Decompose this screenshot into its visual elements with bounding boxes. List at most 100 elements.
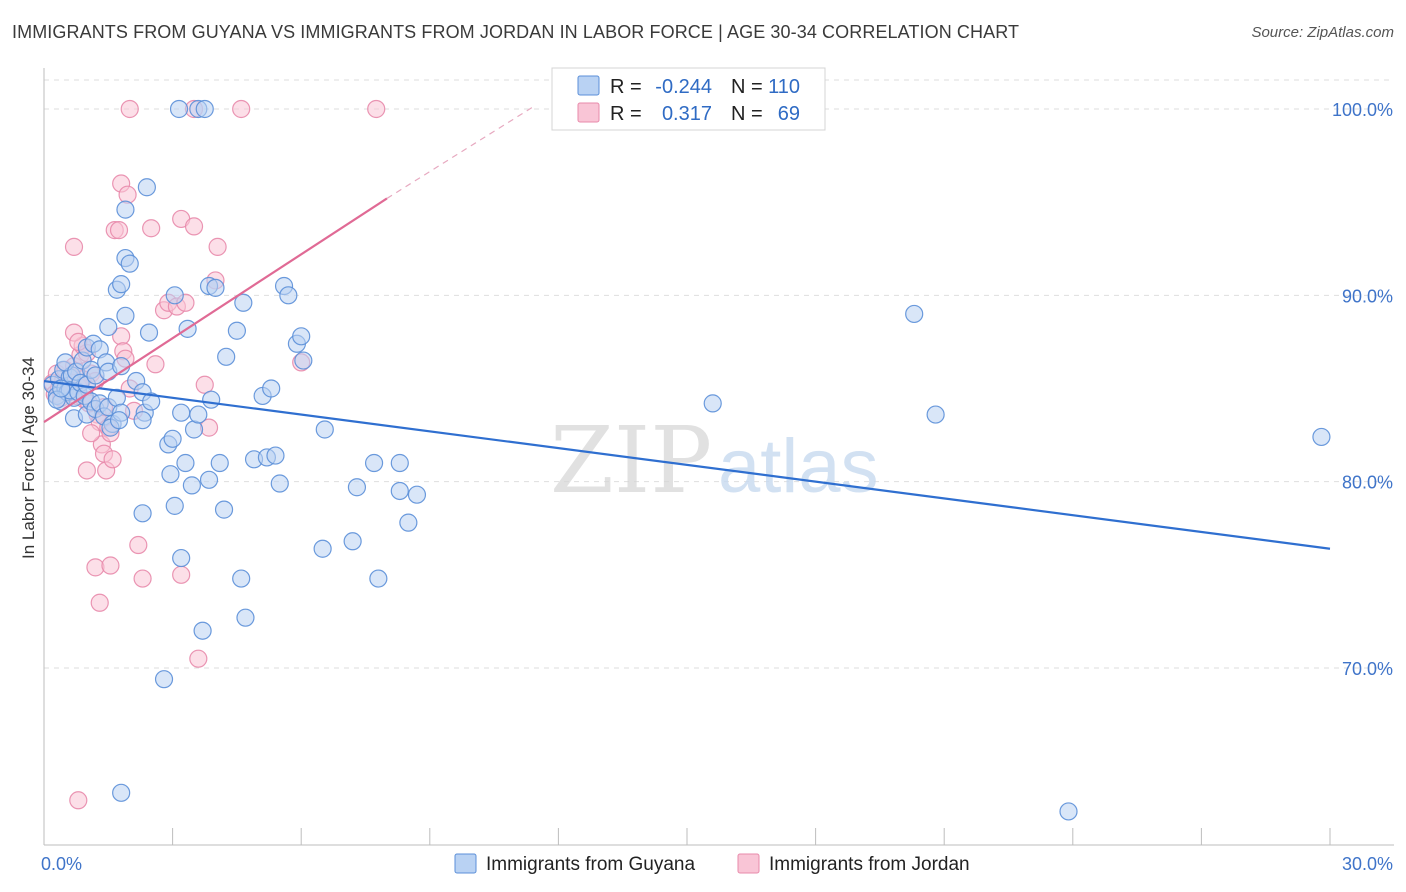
jordan-point-36 <box>109 221 129 240</box>
jordan-point-19 <box>64 237 84 256</box>
guyana-trend-line <box>43 379 1331 550</box>
jordan-point-31 <box>82 424 101 443</box>
guyana-point-96 <box>369 569 388 588</box>
guyana-point-59 <box>165 496 184 515</box>
guyana-point-93 <box>343 532 362 551</box>
guyana-point-76 <box>227 321 246 340</box>
guyana-point-46 <box>120 254 139 273</box>
guyana-point-100 <box>407 485 427 504</box>
trend-layer <box>43 106 1331 550</box>
bottom-legend-swatch-jordan <box>737 853 760 874</box>
guyana-point-63 <box>176 453 195 473</box>
guyana-point-99 <box>399 513 418 532</box>
guyana-point-85 <box>270 474 289 493</box>
jordan-point-34 <box>101 556 120 575</box>
jordan-point-33 <box>90 593 109 612</box>
y-tick-label-80: 80.0% <box>1342 473 1393 493</box>
jordan-point-46 <box>146 355 165 374</box>
guyana-point-69 <box>199 470 219 489</box>
legend-r-value-guyana: -0.244 <box>655 76 712 98</box>
guyana-point-53 <box>142 392 161 411</box>
x-tick-label-min: 0.0% <box>41 854 82 874</box>
legend-swatch-jordan <box>577 102 600 123</box>
guyana-point-54 <box>133 504 152 523</box>
chart-title: IMMIGRANTS FROM GUYANA VS IMMIGRANTS FRO… <box>12 22 1020 42</box>
jordan-point-54 <box>189 649 208 668</box>
guyana-points <box>43 99 1331 821</box>
jordan-point-32 <box>86 558 105 577</box>
guyana-point-108 <box>1059 802 1078 821</box>
jordan-trend-line <box>43 197 388 423</box>
guyana-point-75 <box>217 347 236 366</box>
jordan-points <box>43 99 386 810</box>
jordan-point-58 <box>208 237 227 256</box>
guyana-point-92 <box>315 420 334 439</box>
guyana-point-89 <box>292 327 311 346</box>
guyana-point-74 <box>214 500 234 519</box>
guyana-point-79 <box>236 608 255 627</box>
watermark: ZIP atlas <box>550 407 879 514</box>
watermark-atlas: atlas <box>718 424 879 509</box>
guyana-point-65 <box>182 476 201 495</box>
jordan-point-62 <box>232 99 251 119</box>
watermark-zip: ZIP <box>550 407 712 514</box>
guyana-point-83 <box>262 379 281 398</box>
guyana-point-97 <box>390 481 409 501</box>
guyana-point-72 <box>206 278 225 297</box>
y-axis-label: In Labor Force | Age 30-34 <box>19 357 38 559</box>
guyana-point-55 <box>154 670 174 689</box>
bottom-legend-label-guyana: Immigrants from Guyana <box>486 854 695 875</box>
legend: R = -0.244 N = 110 R = 0.317 N = 69 <box>551 67 826 131</box>
y-tick-label-70: 70.0% <box>1342 659 1393 679</box>
guyana-point-66 <box>184 420 204 439</box>
legend-n-label-jordan: N = <box>731 103 763 125</box>
guyana-point-73 <box>210 453 229 473</box>
jordan-point-30 <box>77 461 96 480</box>
guyana-point-62 <box>172 403 191 422</box>
jordan-point-63 <box>367 99 386 119</box>
guyana-point-70 <box>202 390 221 409</box>
legend-r-label-jordan: R = <box>610 103 642 125</box>
jordan-point-50 <box>172 565 191 584</box>
guyana-point-95 <box>364 453 384 473</box>
guyana-point-44 <box>116 200 135 219</box>
guyana-point-61 <box>172 548 191 568</box>
jordan-point-53 <box>184 217 204 236</box>
guyana-point-91 <box>313 539 332 558</box>
guyana-point-60 <box>165 286 184 305</box>
guyana-point-87 <box>279 286 298 305</box>
jordan-point-44 <box>133 569 152 588</box>
guyana-point-98 <box>390 453 409 473</box>
axes-layer: 70.0% 80.0% 90.0% 100.0% 0.0% 30.0% <box>41 68 1394 874</box>
jordan-point-45 <box>142 219 161 238</box>
guyana-point-40 <box>99 317 118 337</box>
guyana-point-105 <box>703 394 722 413</box>
jordan-point-43 <box>129 535 148 555</box>
guyana-point-51 <box>137 178 156 197</box>
guyana-point-38 <box>109 411 129 430</box>
legend-n-value-jordan: 69 <box>778 103 800 125</box>
guyana-point-50 <box>133 411 152 430</box>
y-tick-label-90: 90.0% <box>1342 286 1393 306</box>
legend-n-value-guyana: 110 <box>768 76 800 98</box>
guyana-point-77 <box>232 569 251 588</box>
legend-r-label-guyana: R = <box>610 76 642 98</box>
jordan-point-60 <box>120 99 139 119</box>
legend-swatch-guyana <box>577 75 600 96</box>
guyana-point-42 <box>112 275 131 294</box>
guyana-point-104 <box>195 99 214 119</box>
guyana-point-107 <box>926 405 945 424</box>
guyana-point-43 <box>116 306 135 325</box>
source-credit: Source: ZipAtlas.com <box>1251 24 1394 41</box>
guyana-point-102 <box>169 99 189 119</box>
jordan-point-29 <box>103 450 122 469</box>
guyana-point-57 <box>161 465 180 484</box>
y-tick-label-100: 100.0% <box>1332 100 1393 120</box>
guyana-point-52 <box>139 323 159 342</box>
bottom-legend: Immigrants from Guyana Immigrants from J… <box>454 853 970 875</box>
guyana-point-58 <box>163 429 182 448</box>
guyana-point-84 <box>266 446 285 465</box>
legend-n-label-guyana: N = <box>731 76 763 98</box>
guyana-point-101 <box>112 783 131 802</box>
